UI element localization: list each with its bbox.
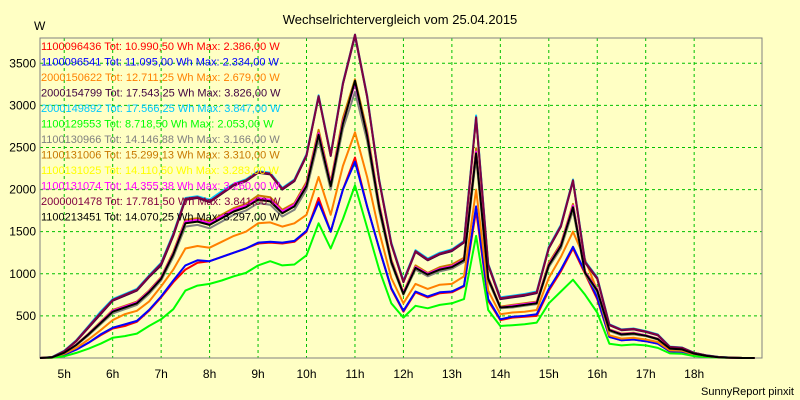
- x-tick-label: 9h: [251, 367, 264, 381]
- x-tick-label: 16h: [587, 367, 607, 381]
- x-tick-label: 10h: [296, 367, 316, 381]
- y-tick-label: 3000: [9, 98, 36, 112]
- x-tick-label: 11h: [345, 367, 364, 381]
- legend-entry: 1100129553 Tot: 8.718,50 Wh Max: 2.053,0…: [41, 119, 274, 131]
- series-line: [39, 79, 755, 359]
- x-tick-label: 18h: [684, 367, 704, 381]
- x-tick-label: 13h: [442, 367, 462, 381]
- legend-entry: 1100130966 Tot: 14.146,88 Wh Max: 3.166,…: [41, 134, 280, 146]
- x-tick-label: 17h: [636, 367, 656, 381]
- chart-title: Wechselrichtervergleich vom 25.04.2015: [283, 12, 518, 27]
- chart-credit: SunnyReport pinxit: [701, 386, 794, 398]
- y-tick-label: 2000: [9, 183, 36, 197]
- x-tick-label: 7h: [154, 367, 167, 381]
- series-line: [39, 33, 755, 359]
- x-tick-label: 12h: [393, 367, 413, 381]
- y-tick-label: 1500: [9, 225, 36, 239]
- legend-entry: 1100096436 Tot: 10.990,50 Wh Max: 2.386,…: [41, 41, 280, 53]
- series-line: [39, 90, 755, 359]
- x-tick-label: 5h: [58, 367, 71, 381]
- x-tick-label: 14h: [490, 367, 510, 381]
- x-tick-label: 15h: [539, 367, 559, 381]
- series-line: [39, 160, 755, 359]
- legend-entry: 1100096541 Tot: 11.095,00 Wh Max: 2.334,…: [41, 57, 280, 69]
- legend-entry: 2000149892 Tot: 17.566,25 Wh Max: 3.847,…: [41, 103, 281, 115]
- x-tick-label: 8h: [203, 367, 216, 381]
- legend: 1100096436 Tot: 10.990,50 Wh Max: 2.386,…: [41, 41, 281, 224]
- y-tick-label: 500: [16, 309, 36, 323]
- x-tick-label: 6h: [106, 367, 119, 381]
- x-axis-tick-labels: 5h 6h 7h 8h 9h 10h 11h 12h 13h 14h 15h 16h 17h 18h: [58, 367, 705, 381]
- legend-entry: 2000150622 Tot: 12.711,25 Wh Max: 2.679,…: [41, 72, 280, 84]
- y-tick-label: 3500: [9, 56, 36, 70]
- legend-entry: 2000001478 Tot: 17.781,50 Wh Max: 3.841,…: [41, 196, 281, 208]
- series-lines: [39, 33, 755, 359]
- plot-area-frame: [39, 37, 763, 359]
- legend-entry: 1100131074 Tot: 14.355,38 Wh Max: 3.260,…: [41, 181, 280, 193]
- y-tick-label: 2500: [9, 140, 36, 154]
- y-axis-tick-labels: 500 1000 1500 2000 2500 3000 3500: [9, 56, 36, 323]
- legend-entry: 1100131006 Tot: 15.299,13 Wh Max: 3.310,…: [41, 150, 280, 162]
- y-tick-label: 1000: [9, 267, 36, 281]
- series-line: [39, 131, 755, 359]
- legend-entry: 1100131025 Tot: 14.110,50 Wh Max: 3.283,…: [41, 165, 280, 177]
- legend-entry: 2000154799 Tot: 17.543,25 Wh Max: 3.826,…: [41, 88, 281, 100]
- series-line: [39, 184, 755, 359]
- y-axis-unit-label: W: [34, 19, 46, 33]
- legend-entry: 1100213451 Tot: 14.070,25 Wh Max: 3.297,…: [41, 212, 280, 224]
